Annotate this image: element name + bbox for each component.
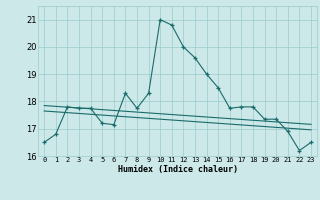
X-axis label: Humidex (Indice chaleur): Humidex (Indice chaleur): [118, 165, 238, 174]
